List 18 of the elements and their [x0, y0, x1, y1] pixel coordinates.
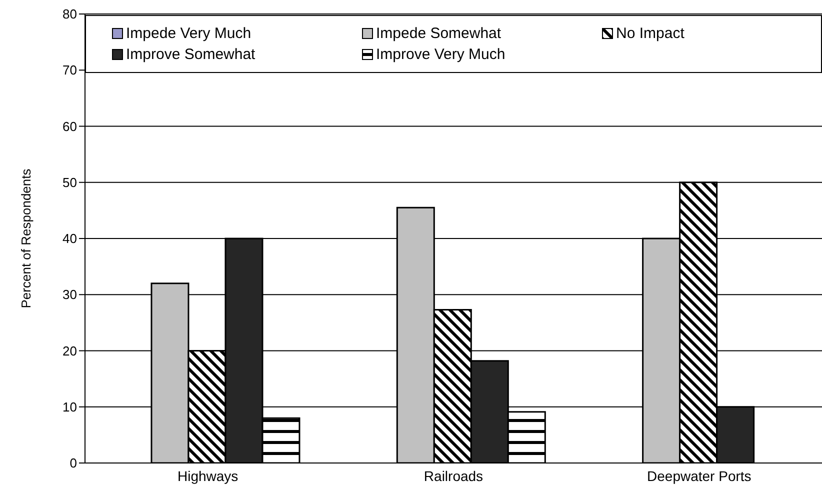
y-tick-label: 60: [62, 118, 77, 134]
y-tick-label: 20: [62, 343, 77, 358]
x-tick-label: Railroads: [424, 468, 484, 484]
x-tick-label: Highways: [177, 468, 238, 484]
y-tick-label: 10: [62, 399, 77, 414]
y-tick-label: 30: [62, 287, 77, 302]
y-tick-label: 80: [62, 6, 77, 22]
legend-label: No Impact: [616, 25, 684, 42]
y-tick-label: 50: [62, 174, 77, 190]
legend-label: Impede Somewhat: [376, 25, 502, 42]
y-tick-label: 0: [70, 456, 77, 471]
x-tick-label: Deepwater Ports: [647, 468, 752, 484]
y-axis-title: Percent of Respondents: [18, 168, 34, 308]
legend-label: Improve Somewhat: [126, 46, 256, 63]
y-tick-label: 70: [62, 62, 77, 78]
legend-label: Improve Very Much: [376, 46, 506, 63]
y-tick-label: 40: [62, 231, 77, 246]
legend-label: Impede Very Much: [126, 25, 252, 42]
